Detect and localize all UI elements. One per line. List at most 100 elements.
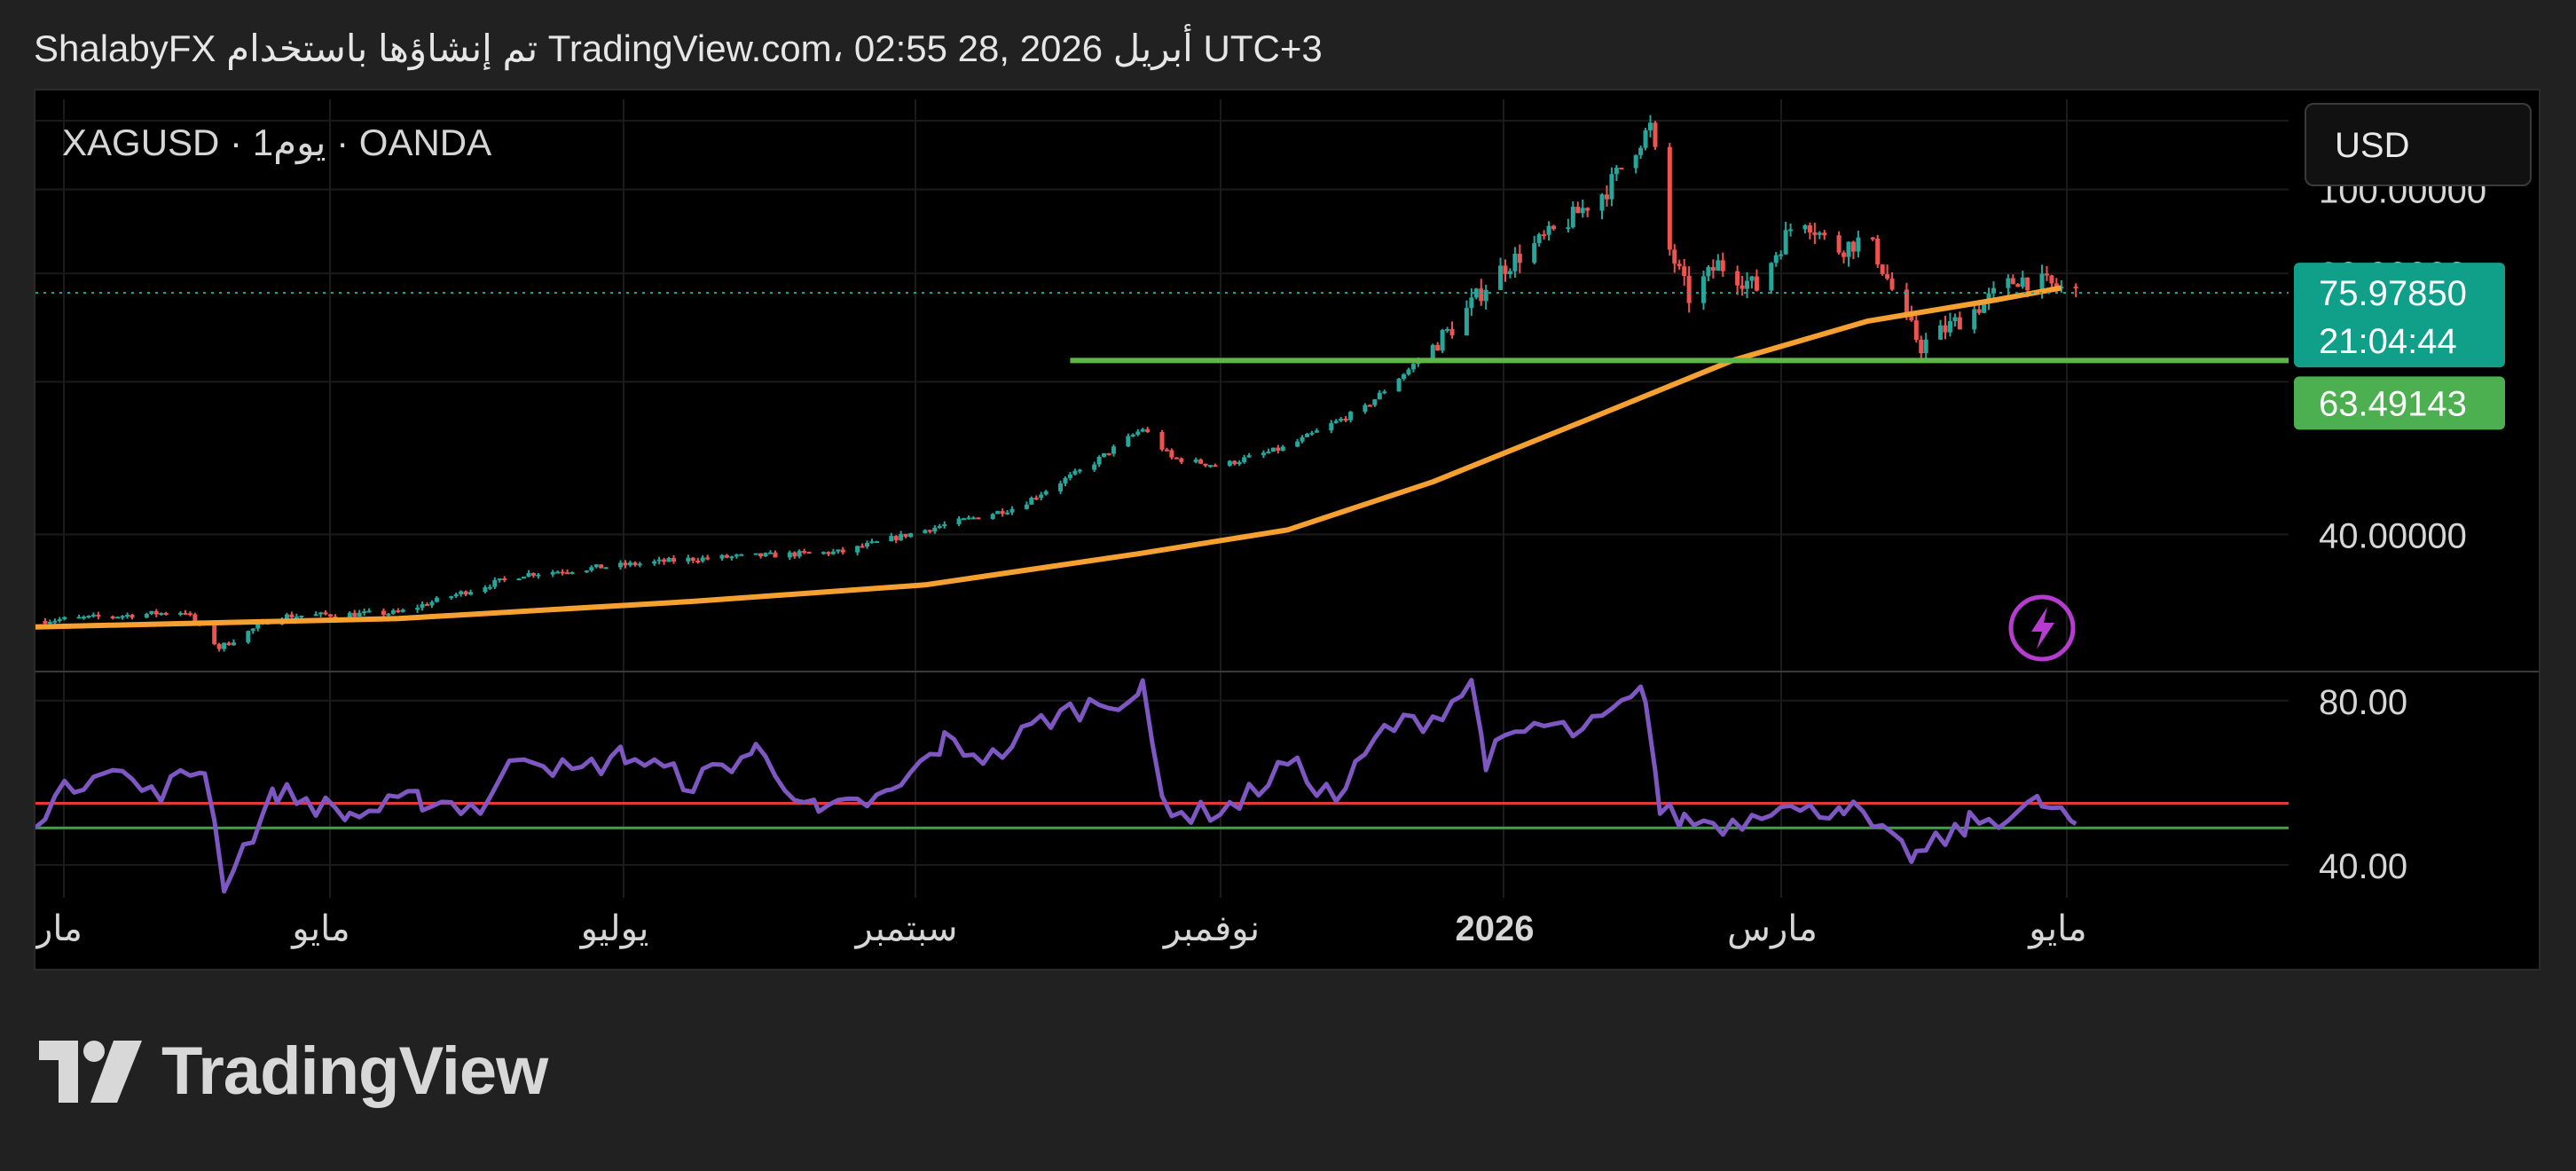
candle-body xyxy=(966,517,971,520)
candle xyxy=(1769,262,1774,295)
candle xyxy=(1923,333,1928,362)
candle xyxy=(425,601,430,607)
candle xyxy=(246,630,251,644)
support-price-label: 63.49143 xyxy=(2319,384,2467,423)
candle xyxy=(1842,250,1847,263)
candle xyxy=(468,589,474,596)
candle xyxy=(357,609,362,617)
candle xyxy=(1653,121,1658,150)
candle-body xyxy=(1367,405,1372,407)
candle xyxy=(1039,491,1044,501)
price-panel xyxy=(35,114,2289,662)
candle xyxy=(120,615,125,620)
candle xyxy=(516,578,522,581)
candle-body xyxy=(530,573,536,576)
tradingview-logo[interactable]: TradingView xyxy=(39,1033,548,1110)
candle-body xyxy=(593,564,599,568)
candle-body xyxy=(313,614,318,617)
candle-body xyxy=(1788,229,1794,232)
candle xyxy=(662,557,667,565)
candle-body xyxy=(1686,276,1692,303)
candle xyxy=(836,549,841,554)
candle-body xyxy=(323,612,328,615)
candle xyxy=(1802,224,1808,234)
candle-body xyxy=(599,564,604,569)
candle-body xyxy=(96,614,101,617)
candle xyxy=(1469,288,1474,317)
candle-body xyxy=(1276,447,1281,451)
candle-body xyxy=(584,570,589,573)
candle-body xyxy=(1203,463,1208,466)
candle-body xyxy=(250,628,255,632)
alert-icon[interactable] xyxy=(2008,594,2076,662)
candle-body xyxy=(1643,130,1648,148)
price-axis-label: 40.00000 xyxy=(2319,517,2467,556)
candle xyxy=(163,611,169,616)
candle xyxy=(1614,164,1619,182)
candle-body xyxy=(1208,465,1213,468)
candle xyxy=(830,548,836,555)
candle-body xyxy=(1923,339,1928,354)
chart-svg[interactable]: 120.00000100.0000080.0000040.0000075.978… xyxy=(35,90,2539,969)
candle xyxy=(352,609,357,617)
candle xyxy=(1077,468,1082,474)
candle-body xyxy=(806,552,812,554)
candle-body xyxy=(569,571,575,574)
candle-body xyxy=(662,559,667,562)
candle-body xyxy=(1300,436,1305,442)
candle-body xyxy=(1700,276,1706,303)
candle-body xyxy=(903,533,908,538)
candle-body xyxy=(1802,225,1808,230)
candle-body xyxy=(2054,283,2059,288)
candle-body xyxy=(1140,428,1145,432)
candle-body xyxy=(425,604,430,607)
candle xyxy=(187,611,192,617)
candle-body xyxy=(1498,265,1504,290)
candle xyxy=(1309,430,1315,436)
candle xyxy=(1532,235,1537,265)
candle-body xyxy=(2010,278,2015,285)
candle-body xyxy=(995,511,1001,515)
currency-selector[interactable]: USD xyxy=(2305,103,2532,186)
candle xyxy=(130,614,135,620)
candle-body xyxy=(2025,277,2030,291)
candle xyxy=(1885,264,1890,280)
candle xyxy=(1140,428,1145,433)
candle-body xyxy=(47,622,52,625)
candle-body xyxy=(1029,498,1034,505)
candle-body xyxy=(627,562,632,566)
candle-body xyxy=(453,593,459,597)
candle-body xyxy=(294,616,299,618)
candle-body xyxy=(830,551,836,554)
candle xyxy=(666,556,671,562)
candle-body xyxy=(1532,243,1537,263)
candle-body xyxy=(962,518,967,521)
candle-body xyxy=(821,552,826,554)
candle-body xyxy=(1822,232,1827,236)
candle xyxy=(1193,457,1198,464)
candle xyxy=(1856,231,1861,258)
candle-body xyxy=(357,612,362,617)
candle-body xyxy=(1329,422,1334,431)
chart-panel[interactable]: 120.00000100.0000080.0000040.0000075.978… xyxy=(34,89,2541,971)
candle xyxy=(1585,207,1590,217)
candle xyxy=(1203,463,1208,468)
candle-body xyxy=(836,549,841,552)
candle-body xyxy=(1943,325,1948,333)
candle xyxy=(487,584,492,591)
candle-body xyxy=(705,557,711,560)
time-axis-label: 2026 xyxy=(1456,909,1535,948)
candle xyxy=(690,556,695,563)
candle xyxy=(1339,416,1344,422)
candle xyxy=(1735,265,1740,295)
candle xyxy=(1406,367,1411,376)
candle-body xyxy=(1402,373,1407,380)
candle-body xyxy=(1536,234,1542,244)
candle-body xyxy=(1913,320,1919,341)
candle-body xyxy=(792,552,797,557)
candle xyxy=(1599,193,1605,220)
lightning-icon xyxy=(2031,607,2054,649)
candle xyxy=(1745,271,1750,299)
candle xyxy=(1667,143,1672,256)
candle-body xyxy=(1769,263,1774,291)
